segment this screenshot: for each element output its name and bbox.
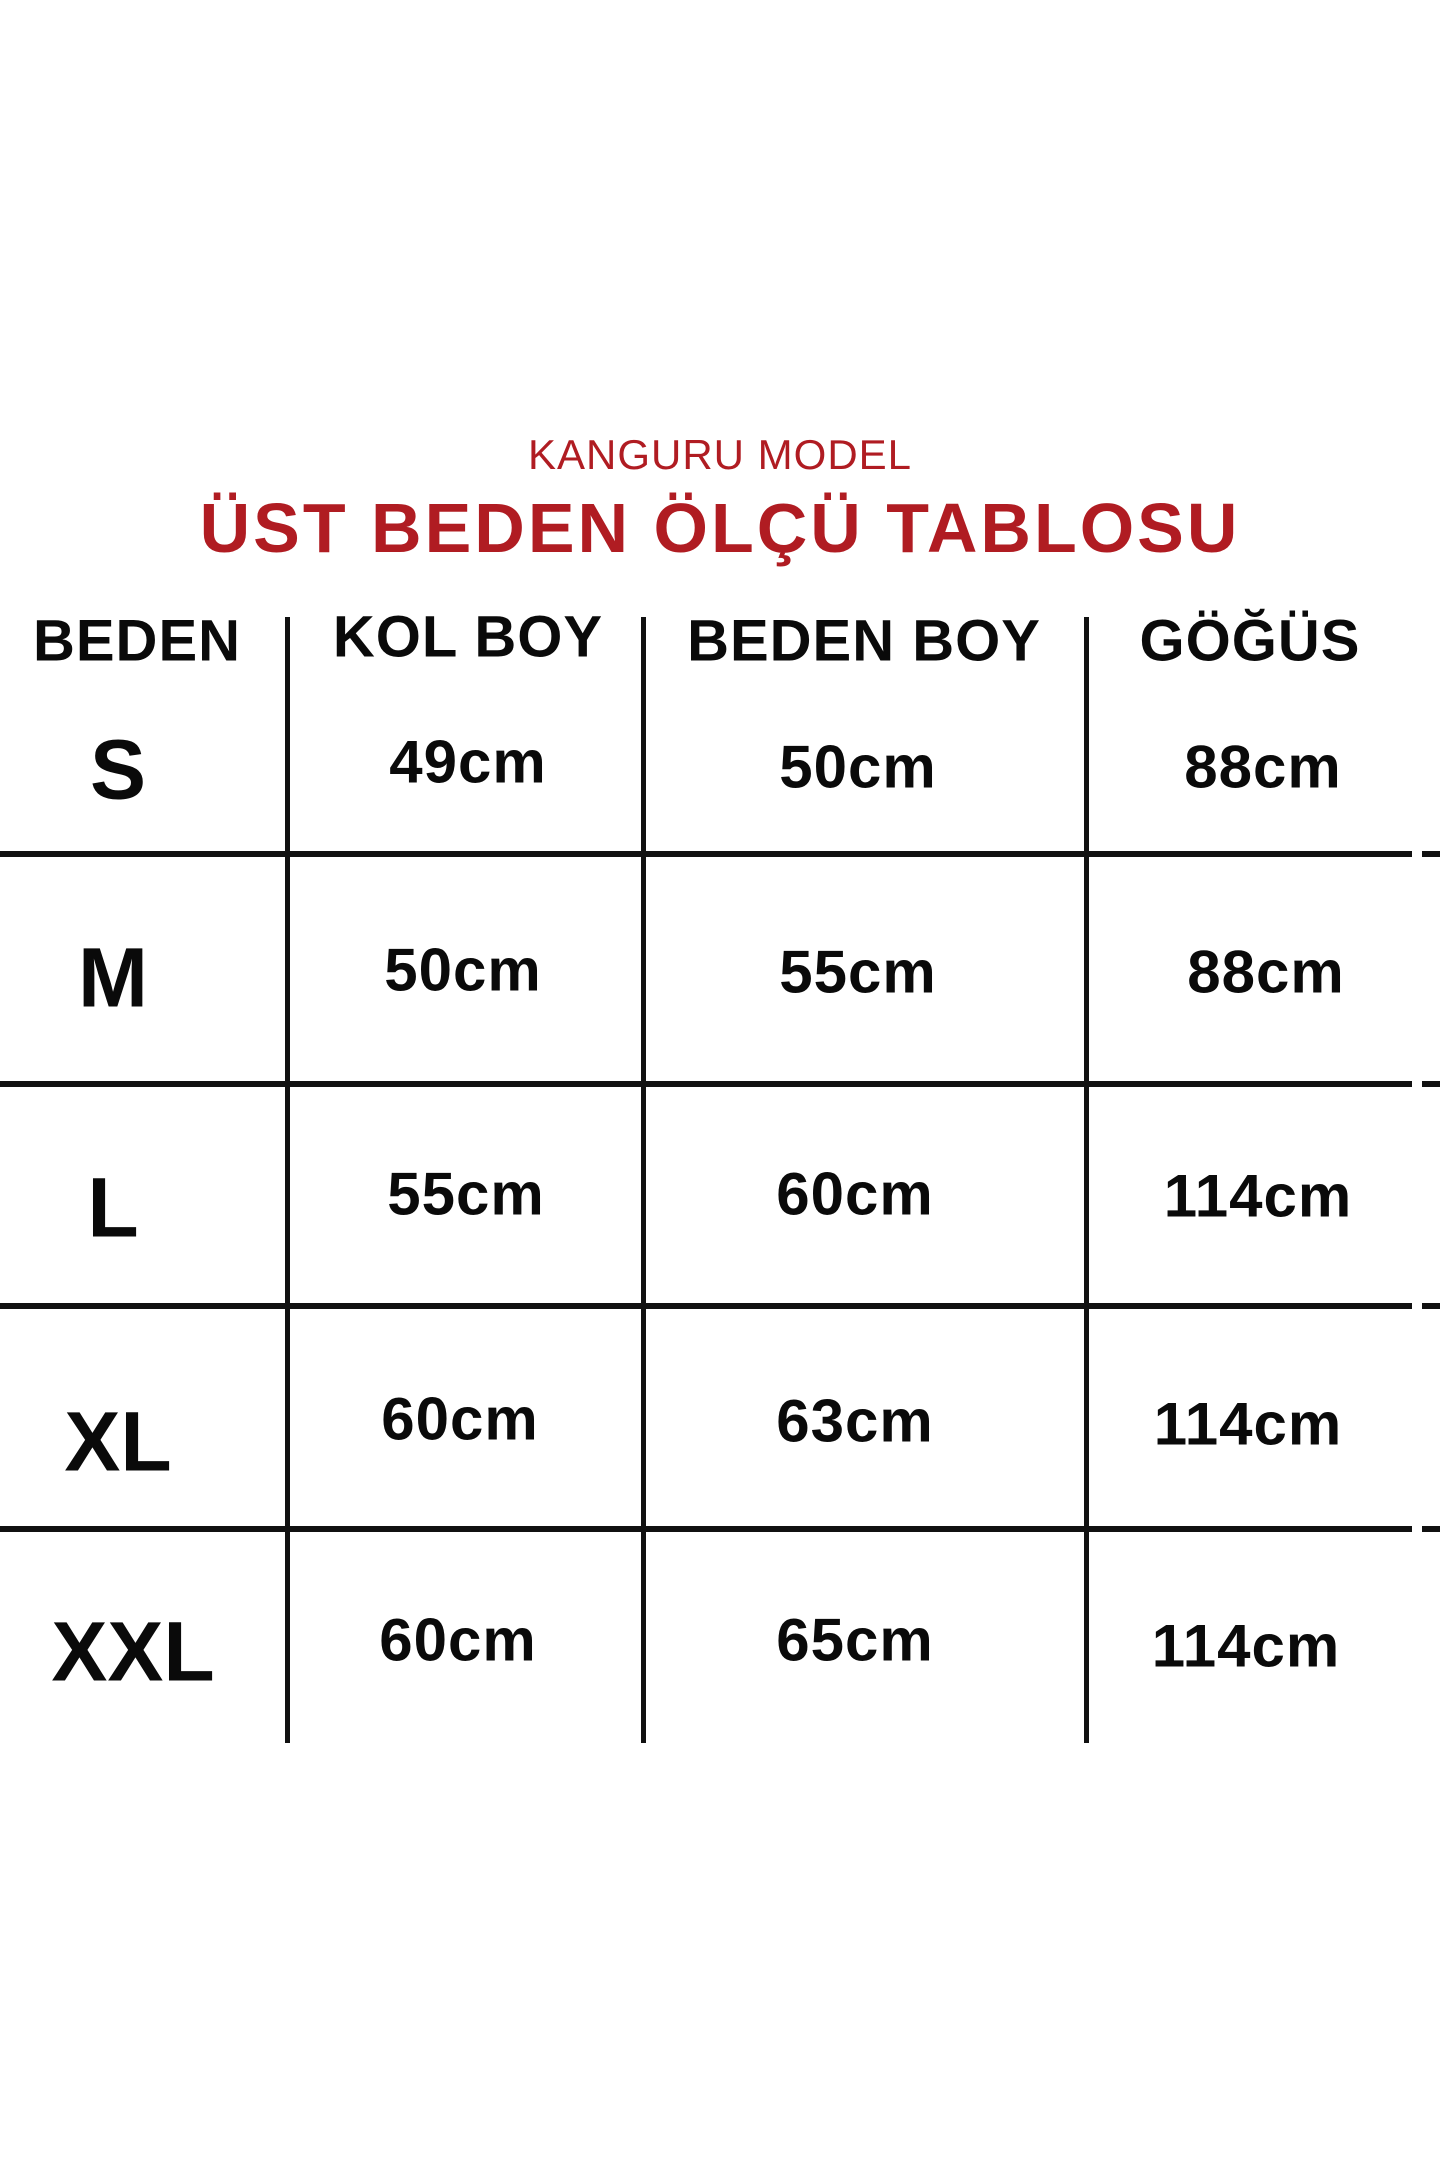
gogus-value: 88cm xyxy=(1184,733,1342,801)
row-divider-dash xyxy=(1422,1303,1440,1309)
size-label: XL xyxy=(64,1394,172,1489)
beden-boy-value: 55cm xyxy=(779,938,937,1006)
column-divider xyxy=(1084,617,1089,1743)
row-divider xyxy=(0,1526,1412,1532)
size-label: L xyxy=(87,1160,139,1255)
kol-boy-value: 50cm xyxy=(384,936,542,1004)
beden-boy-value: 50cm xyxy=(779,733,937,801)
kol-boy-value: 60cm xyxy=(381,1385,539,1453)
gogus-value: 114cm xyxy=(1163,1162,1353,1230)
gogus-value: 114cm xyxy=(1151,1612,1341,1680)
row-divider-dash xyxy=(1422,851,1440,857)
beden-boy-value: 63cm xyxy=(776,1387,934,1455)
page-title: ÜST BEDEN ÖLÇÜ TABLOSU xyxy=(199,489,1241,567)
header-beden-boy: BEDEN BOY xyxy=(687,608,1041,674)
size-label: M xyxy=(78,930,148,1025)
row-divider xyxy=(0,1303,1412,1309)
row-divider xyxy=(0,851,1412,857)
beden-boy-value: 60cm xyxy=(776,1160,934,1228)
kol-boy-value: 55cm xyxy=(387,1160,545,1228)
column-divider xyxy=(641,617,646,1743)
size-label: S xyxy=(89,722,147,817)
brand-subtitle: KANGURU MODEL xyxy=(527,431,913,478)
row-divider-dash xyxy=(1422,1081,1440,1087)
row-divider-dash xyxy=(1422,1526,1440,1532)
header-kol-boy: KOL BOY xyxy=(332,604,604,670)
kol-boy-value: 49cm xyxy=(389,728,547,796)
gogus-value: 88cm xyxy=(1187,938,1345,1006)
header-beden: BEDEN xyxy=(32,608,242,674)
size-label: XXL xyxy=(51,1604,215,1699)
kol-boy-value: 60cm xyxy=(379,1606,537,1674)
beden-boy-value: 65cm xyxy=(776,1606,934,1674)
header-gogus: GÖĞÜS xyxy=(1139,608,1361,674)
row-divider xyxy=(0,1081,1412,1087)
gogus-value: 114cm xyxy=(1153,1390,1343,1458)
column-divider xyxy=(285,617,290,1743)
